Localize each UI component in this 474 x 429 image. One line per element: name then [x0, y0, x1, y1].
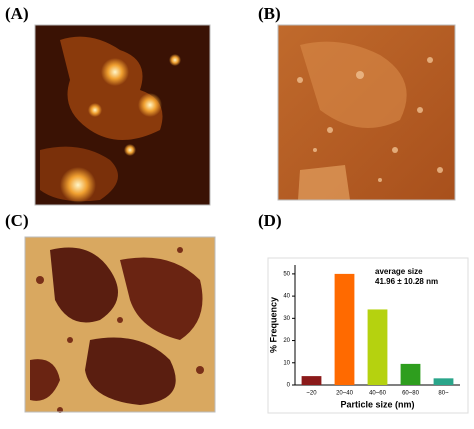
bar [301, 376, 322, 385]
y-tick-label: 40 [283, 294, 290, 300]
afm-image-c [24, 236, 216, 413]
y-tick-label: 0 [287, 383, 291, 389]
bar [400, 363, 421, 385]
y-axis-label: % Frequency [268, 297, 278, 353]
panel-label: (B) [258, 4, 281, 23]
x-tick-label: 60~80 [402, 391, 420, 397]
x-tick-label: 40~60 [369, 391, 387, 397]
panel-label: (D) [258, 211, 282, 230]
bar [433, 378, 454, 385]
bar [367, 309, 388, 385]
panel-label: (A) [5, 4, 29, 23]
x-tick-label: 20~40 [336, 391, 354, 397]
annotation: average size [375, 267, 423, 276]
annotation: 41.96 ± 10.28 nm [375, 277, 438, 286]
chart-panel [267, 257, 469, 414]
y-tick-label: 30 [283, 316, 290, 322]
x-tick-label: ~20 [306, 391, 317, 397]
y-tick-label: 50 [283, 271, 290, 277]
panel-label: (C) [5, 211, 29, 230]
y-tick-label: 10 [283, 360, 290, 366]
afm-image-b [277, 24, 456, 201]
x-axis-label: Particle size (nm) [340, 399, 414, 409]
afm-image-a [34, 24, 211, 206]
bar [334, 273, 355, 385]
x-tick-label: 80~ [438, 391, 449, 397]
y-tick-label: 20 [283, 338, 290, 344]
